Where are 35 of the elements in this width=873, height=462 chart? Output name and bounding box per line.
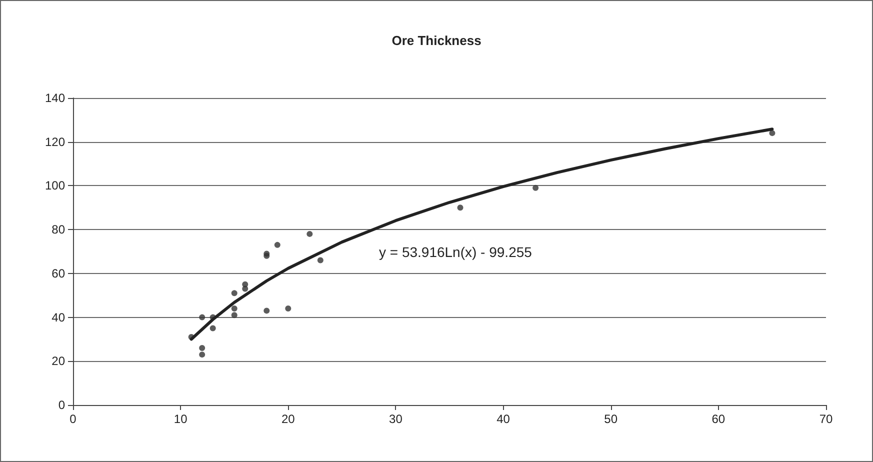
point <box>264 308 270 314</box>
x-tick-label: 10 <box>174 412 188 426</box>
y-tick-label: 0 <box>58 398 66 412</box>
point <box>317 257 324 264</box>
point <box>532 184 539 191</box>
point <box>210 325 216 332</box>
x-tick-label: 40 <box>496 412 510 426</box>
point <box>231 312 238 318</box>
point <box>769 130 776 136</box>
point <box>199 352 206 358</box>
x-tick-label: 30 <box>389 412 403 426</box>
point <box>306 230 313 237</box>
y-tick-label: 60 <box>52 266 66 280</box>
annotation: y = 53.916Ln(x) - 99.255 <box>379 244 532 260</box>
y-tick-label: 120 <box>44 134 66 149</box>
y-tick-label: 140 <box>44 91 66 105</box>
point <box>242 286 248 292</box>
y-tick-label: 40 <box>52 310 66 324</box>
x-tick-label: 0 <box>70 412 77 426</box>
y-tick-label: 80 <box>52 222 66 237</box>
point <box>285 306 292 312</box>
point <box>231 290 238 296</box>
x-tick-label: 60 <box>712 412 726 426</box>
x-tick-label: 70 <box>819 412 833 426</box>
point <box>231 306 238 312</box>
x-tick-label: 20 <box>281 412 296 426</box>
point <box>199 314 206 320</box>
y-tick-label: 100 <box>44 178 66 193</box>
point <box>199 344 206 351</box>
line-series <box>190 128 774 341</box>
point <box>457 204 464 211</box>
x-tick-label: 50 <box>604 412 618 426</box>
y-tick-label: 20 <box>52 354 66 368</box>
point <box>274 242 280 248</box>
chart-title: Ore Thickness <box>392 33 482 48</box>
